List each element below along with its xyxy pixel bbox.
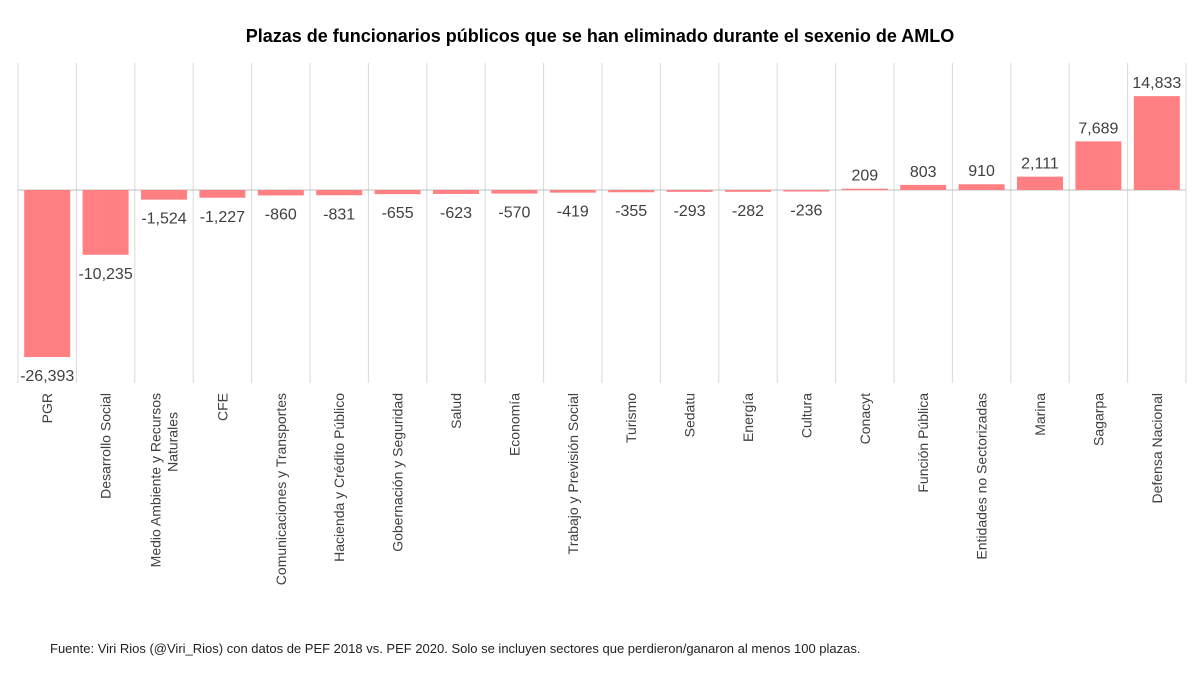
data-label: 910: [968, 163, 995, 180]
data-label: -831: [323, 206, 355, 223]
category-label: Desarrollo Social: [98, 393, 114, 499]
bar: [549, 190, 596, 193]
data-label: -1,227: [200, 209, 245, 226]
category-label: Salud: [448, 393, 464, 429]
category-label: Sagarpa: [1090, 393, 1106, 446]
category-label: Trabajo y Previsión Social: [565, 393, 581, 554]
data-label: 209: [851, 168, 878, 185]
category-label: Marina: [1032, 393, 1048, 436]
category-label: Cultura: [798, 393, 814, 438]
data-label: -655: [382, 205, 414, 222]
category-label: Turismo: [623, 393, 639, 443]
category-label: Entidades no Sectorizadas: [974, 393, 990, 560]
category-label: Energía: [740, 393, 756, 442]
bar: [491, 190, 538, 194]
category-label: Medio Ambiente y RecursosNaturales: [148, 393, 181, 567]
bar: [24, 190, 71, 357]
category-label: PGR: [39, 393, 55, 423]
bar: [1133, 96, 1180, 190]
bar: [257, 190, 304, 196]
bar: [666, 190, 713, 192]
bar: [900, 184, 947, 190]
bar: [958, 184, 1005, 190]
data-label: -419: [557, 204, 589, 221]
bar: [433, 190, 479, 194]
data-label: -1,524: [141, 211, 186, 228]
category-label: Conacyt: [857, 393, 873, 444]
data-label: 2,111: [1021, 156, 1059, 173]
bar: [82, 190, 129, 255]
category-label: Defensa Nacional: [1149, 393, 1165, 504]
category-label: Gobernación y Seguridad: [390, 393, 406, 552]
category-label: Hacienda y Crédito Público: [331, 393, 347, 562]
bar: [725, 190, 771, 192]
category-label: Economía: [506, 393, 522, 456]
data-label: -355: [615, 203, 647, 220]
data-label: -10,235: [78, 266, 132, 283]
bar: [1075, 141, 1122, 190]
category-label: Comunicaciones y Transportes: [273, 393, 289, 585]
bar: [316, 190, 363, 196]
category-label: Función Pública: [915, 393, 931, 493]
data-label: 803: [910, 164, 937, 181]
data-label: 14,833: [1132, 75, 1181, 92]
bar: [199, 190, 246, 198]
data-label: -236: [790, 202, 822, 219]
bar: [141, 190, 187, 200]
data-label: -570: [498, 205, 530, 222]
data-label: -293: [674, 203, 706, 220]
bar: [1017, 176, 1063, 190]
data-label: 7,689: [1078, 120, 1118, 137]
bar: [608, 190, 655, 193]
chart-title: Plazas de funcionarios públicos que se h…: [245, 26, 955, 46]
chart-source-note: Fuente: Viri Rios (@Viri_Rios) con datos…: [50, 641, 861, 656]
bar: [374, 190, 421, 195]
data-label: -282: [732, 203, 764, 220]
category-label: Sedatu: [682, 393, 698, 437]
data-label: -26,393: [20, 368, 74, 385]
data-label: -623: [440, 205, 472, 222]
data-label: -860: [265, 206, 297, 223]
bar: [841, 188, 888, 191]
category-label: CFE: [214, 393, 230, 421]
bar: [783, 190, 830, 192]
